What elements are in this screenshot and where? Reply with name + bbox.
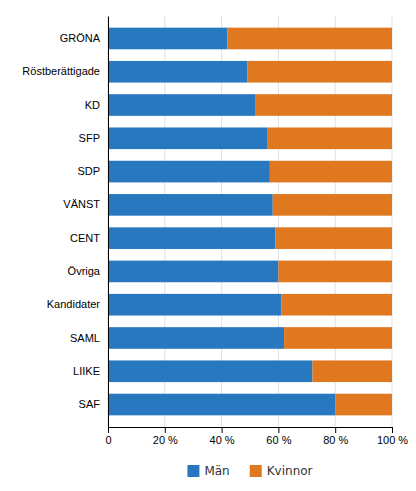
tick-mark [165,427,166,433]
axis-line [108,17,109,428]
legend-item: Kvinnor [250,464,313,478]
legend-swatch [187,465,199,477]
tick-label: Röstberättigade [22,65,100,77]
tick: SAML [70,331,108,343]
tick-label: 0 [105,434,111,446]
legend-label: Män [204,464,229,478]
tick-mark [108,427,109,433]
tick: 100 % [377,427,408,446]
bar [108,360,312,382]
bar [335,394,392,416]
bar [108,261,278,283]
tick-label: Kandidater [47,298,101,310]
tick: Röstberättigade [22,65,108,77]
tick-label: VÄNST [63,198,100,210]
legend-swatch [250,465,262,477]
tick: 0 [105,427,111,446]
tick: 40 % [210,427,235,446]
bar [108,127,267,149]
bar [247,61,392,83]
tick-label: 100 % [377,434,408,446]
tick-mark [335,427,336,433]
series [227,28,392,416]
bar [227,28,392,50]
tick-label: CENT [70,232,100,244]
bar [108,327,284,349]
bar [273,194,392,216]
bar [270,161,392,183]
bar [108,94,256,116]
grid [108,16,392,427]
bar [108,394,335,416]
tick-label: 20 % [153,434,178,446]
bar [108,227,276,249]
tick: 80 % [323,427,348,446]
tick: CENT [70,232,108,244]
tick-label: SAML [70,331,100,343]
bar [256,94,392,116]
tick-mark [392,427,393,433]
bar [278,261,392,283]
series [108,28,335,416]
bar [108,61,247,83]
y-axis: GRÖNA Röstberättigade KD SFP SDP VÄNST CENT Övr… [22,17,108,428]
tick: VÄNST [63,198,108,210]
x-axis: 0 20 % 40 % 60 % 80 % 100 % [105,427,408,446]
tick: SAF [79,398,108,410]
tick-label: Övriga [68,265,101,277]
bar [276,227,392,249]
bar [284,327,392,349]
legend: Män Kvinnor [187,464,312,478]
legend-label: Kvinnor [267,464,313,478]
bar [108,28,227,50]
plot: 0 20 % 40 % 60 % 80 % 100 % GRÖNA Röstberättiga… [22,16,408,446]
tick: GRÖNA [60,32,108,44]
tick-label: GRÖNA [60,32,101,44]
tick-label: 60 % [266,434,291,446]
tick-label: SAF [79,398,101,410]
tick: SFP [79,132,108,144]
tick-label: LIIKE [73,365,100,377]
legend-item: Män [187,464,229,478]
tick-label: 40 % [210,434,235,446]
bar [312,360,392,382]
tick-label: SFP [79,132,100,144]
bar [108,294,281,316]
bars [108,28,392,416]
tick-label: 80 % [323,434,348,446]
chart: 0 20 % 40 % 60 % 80 % 100 % GRÖNA Röstberättiga… [0,0,416,491]
bar [108,161,270,183]
bar [281,294,392,316]
bar [108,194,273,216]
tick-label: SDP [77,165,100,177]
tick: 20 % [153,427,178,446]
tick: 60 % [266,427,291,446]
bar [267,127,392,149]
tick-label: KD [85,99,100,111]
tick: Övriga [68,265,108,277]
tick: LIIKE [73,365,108,377]
tick: Kandidater [47,298,108,310]
tick-mark [278,427,279,433]
axis-line [109,428,393,434]
tick-mark [222,427,223,433]
tick: SDP [77,165,108,177]
tick: KD [85,99,108,111]
grid-line [108,16,109,427]
